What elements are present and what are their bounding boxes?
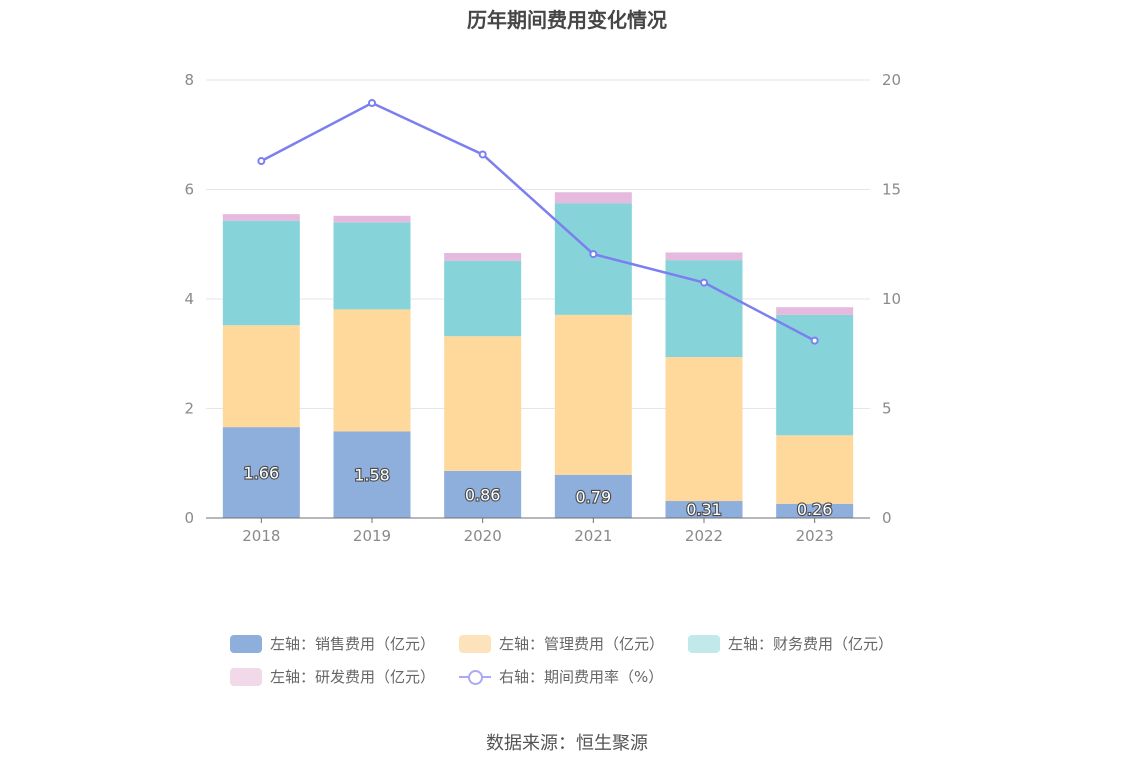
sales-data-label: 1.66 [244,464,280,483]
bar-rnd [665,252,743,261]
bar-sales [554,474,632,518]
bar-admin [222,325,300,428]
bar-finance [333,222,411,310]
sales-data-label: 0.26 [797,500,833,519]
legend-label: 左轴：财务费用（亿元） [728,635,894,653]
y-right-tick-label: 10 [882,290,901,308]
bar-admin [554,314,632,475]
bar-sales [333,431,411,518]
legend-item[interactable]: 左轴：财务费用（亿元） [688,633,893,654]
bar-finance [554,203,632,315]
chart-canvas: 0 2 4 6 8 0 5 10 15 20 2018 2019 2020 2021 2022 2023 1.6… [184,71,901,545]
legend-swatch [230,667,262,686]
rate-point [589,250,598,259]
bar-sales [776,503,854,518]
legend-label: 左轴：研发费用（亿元） [270,668,436,686]
bar-rnd [333,215,411,223]
x-tick-label: 2019 [353,527,391,545]
bar-rnd [776,307,854,315]
legend-label: 左轴：管理费用（亿元） [499,635,665,653]
x-tick-label: 2023 [796,527,834,545]
y-left-tick-label: 8 [184,71,194,89]
legend-item[interactable]: 左轴：管理费用（亿元） [459,633,664,654]
legend-item[interactable]: 左轴：销售费用（亿元） [230,633,435,654]
bar-admin [444,336,522,471]
rate-point [700,278,708,287]
legend-swatch [230,634,262,653]
legend-swatch [459,634,492,653]
bar-admin [333,309,411,432]
bar-finance [776,314,854,436]
rate-point [257,157,266,166]
x-tick-label: 2021 [574,527,612,545]
sales-data-label: 0.79 [576,487,612,506]
bar-finance [444,260,522,337]
y-right-tick-label: 20 [882,71,901,89]
x-tick-label: 2020 [464,527,502,545]
legend-line-swatch [459,668,492,686]
y-right-tick-label: 5 [882,400,892,418]
sales-data-label: 0.31 [686,500,722,519]
bar-rnd [554,192,632,204]
bar-rnd [444,253,522,261]
y-left-tick-label: 4 [184,290,194,308]
chart-title: 历年期间费用变化情况 [467,8,667,32]
y-right-tick-label: 15 [882,181,901,199]
legend-row-2: 左轴：研发费用（亿元） 右轴：期间费用率（%） [230,666,687,687]
source-note: 数据来源：恒生聚源 [486,733,648,754]
x-tick-label: 2018 [242,527,280,545]
legend-swatch [688,634,721,653]
bar-finance [222,220,300,326]
legend-label: 左轴：销售费用（亿元） [270,635,436,653]
rate-line [260,101,816,342]
rate-point [368,98,376,107]
bar-rnd [222,214,300,221]
legend-label: 右轴：期间费用率（%） [499,668,664,686]
bar-sales [665,501,743,518]
bar-sales [444,470,522,518]
legend-item[interactable]: 左轴：研发费用（亿元） [230,666,435,687]
y-left-tick-label: 2 [184,400,194,418]
bar-sales [222,427,300,518]
legend-item[interactable]: 右轴：期间费用率（%） [459,666,663,687]
sales-data-label: 0.86 [465,485,501,504]
bar-admin [776,435,854,504]
y-left-tick-label: 6 [184,181,194,199]
x-tick-label: 2022 [685,527,723,545]
sales-data-label: 1.58 [354,466,390,485]
bar-admin [665,357,743,502]
legend-row-1: 左轴：销售费用（亿元） 左轴：管理费用（亿元） 左轴：财务费用（亿元） [230,633,917,654]
y-right-tick-label: 0 [882,509,892,527]
y-left-tick-label: 0 [184,509,194,527]
rate-point [478,150,487,159]
rate-point [810,336,819,345]
